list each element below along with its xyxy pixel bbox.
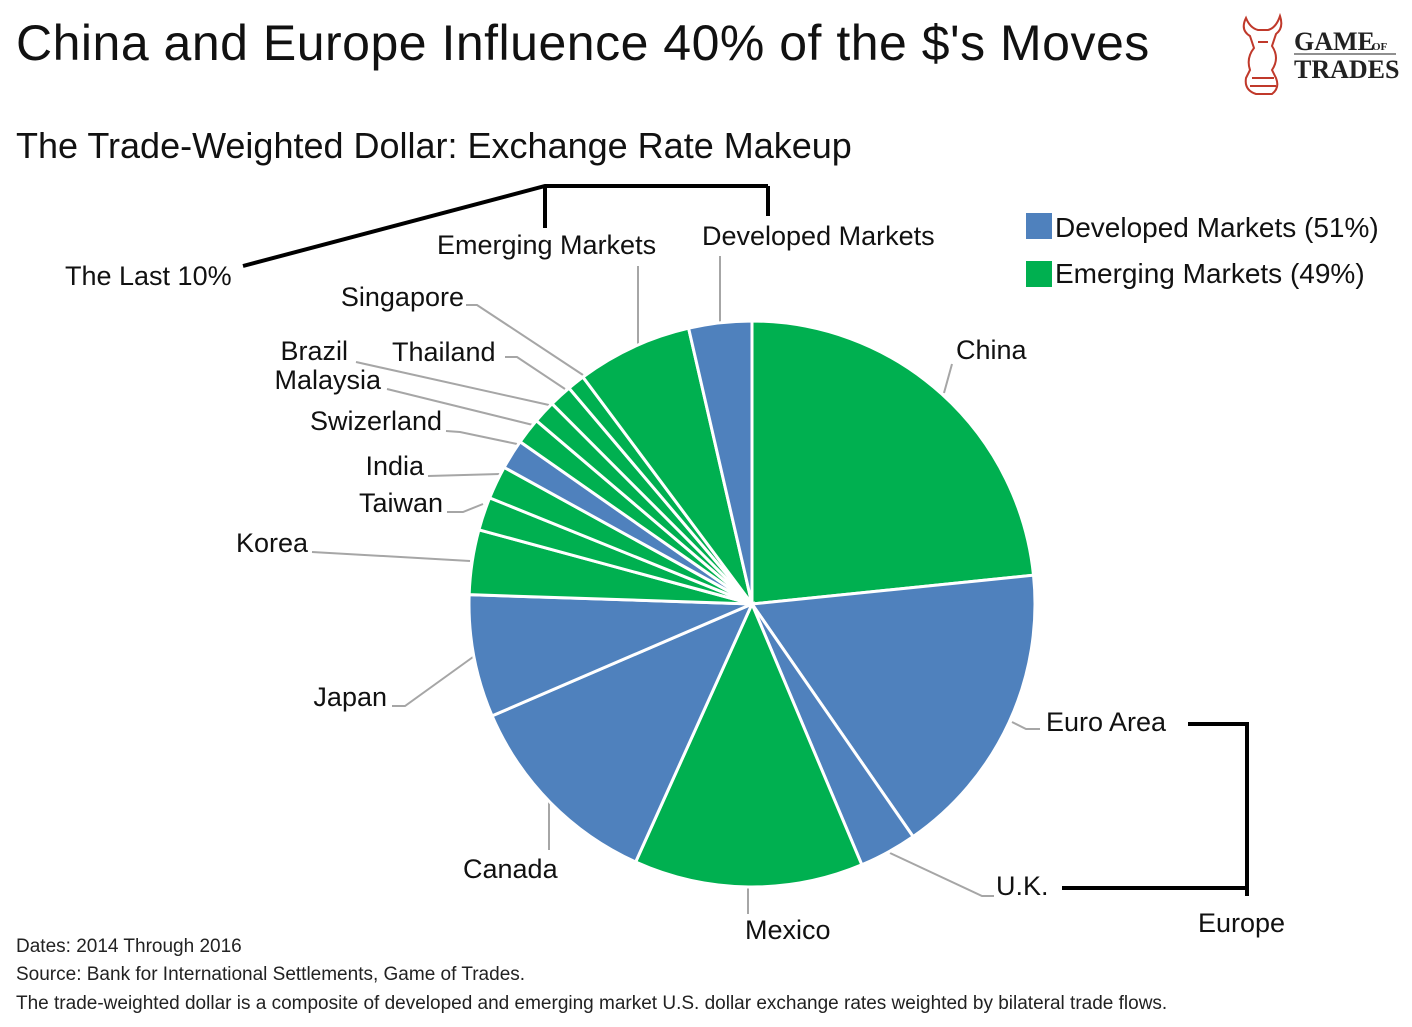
slice-label: Singapore [341, 282, 464, 312]
legend-swatch-emerging [1026, 261, 1052, 287]
pie-slices [467, 319, 1037, 889]
pie-slice-china [750, 319, 1036, 606]
last-10-bracket [242, 184, 770, 268]
leader-line [1011, 721, 1040, 730]
leader-line [445, 430, 518, 445]
legend-label-emerging: Emerging Markets (49%) [1055, 258, 1365, 289]
slice-label: Mexico [745, 915, 831, 945]
slice-label: Canada [463, 854, 559, 884]
europe-annotation: Europe [1198, 908, 1285, 938]
logo-text-trades: TRADES [1294, 55, 1399, 84]
leader-lines [311, 256, 1040, 914]
slice-label: Brazil [280, 336, 348, 366]
slice-label: Euro Area [1046, 707, 1167, 737]
footer-dates: Dates: 2014 Through 2016 [16, 936, 242, 957]
slice-label: Taiwan [359, 488, 443, 518]
pie-slice-japan [467, 593, 753, 718]
europe-bracket [1062, 722, 1249, 896]
leader-line [392, 656, 474, 707]
slice-label: China [956, 335, 1028, 365]
pie-slice-euro-area [749, 573, 1037, 839]
bull-knight-icon [1242, 12, 1283, 95]
slice-label: Malaysia [274, 365, 382, 395]
leader-line [447, 503, 484, 513]
slice-label: Japan [313, 682, 387, 712]
chart-subtitle: The Trade-Weighted Dollar: Exchange Rate… [16, 125, 852, 166]
pie-slice-canada [490, 601, 755, 864]
slice-label: Emerging Markets [437, 230, 656, 260]
game-of-trades-logo: GAME OF TRADES [1242, 12, 1399, 95]
pie-slice-developed-markets [686, 319, 754, 605]
leader-line [943, 363, 953, 394]
logo-text-game: GAME [1294, 27, 1375, 56]
footer-note: The trade-weighted dollar is a composite… [16, 993, 1168, 1014]
slice-label: Thailand [392, 337, 496, 367]
leader-line [505, 356, 566, 390]
pie-slice-emerging-markets [580, 326, 754, 605]
chart-title: China and Europe Influence 40% of the $'… [16, 15, 1150, 71]
legend: Developed Markets (51%) Emerging Markets… [1026, 212, 1379, 289]
logo-text-of: OF [1372, 41, 1388, 53]
slice-label: Developed Markets [702, 221, 935, 251]
leader-line [355, 361, 550, 406]
slice-label: India [365, 451, 425, 481]
leader-line [386, 388, 534, 426]
leader-line [889, 852, 994, 897]
last-10-annotation: The Last 10% [65, 261, 232, 291]
legend-swatch-developed [1026, 213, 1052, 239]
slice-label: Korea [236, 528, 309, 558]
leader-line [427, 473, 501, 477]
leader-line [311, 551, 471, 562]
slice-label: Swizerland [310, 406, 442, 436]
pie-slice-mexico [633, 600, 864, 889]
legend-label-developed: Developed Markets (51%) [1055, 212, 1379, 243]
footer-source: Source: Bank for International Settlemen… [16, 964, 526, 985]
leader-line [466, 304, 584, 376]
slice-labels: China Euro Area U.K. Mexico Canada Japan Korea… [236, 221, 1167, 945]
slice-label: U.K. [996, 871, 1049, 901]
